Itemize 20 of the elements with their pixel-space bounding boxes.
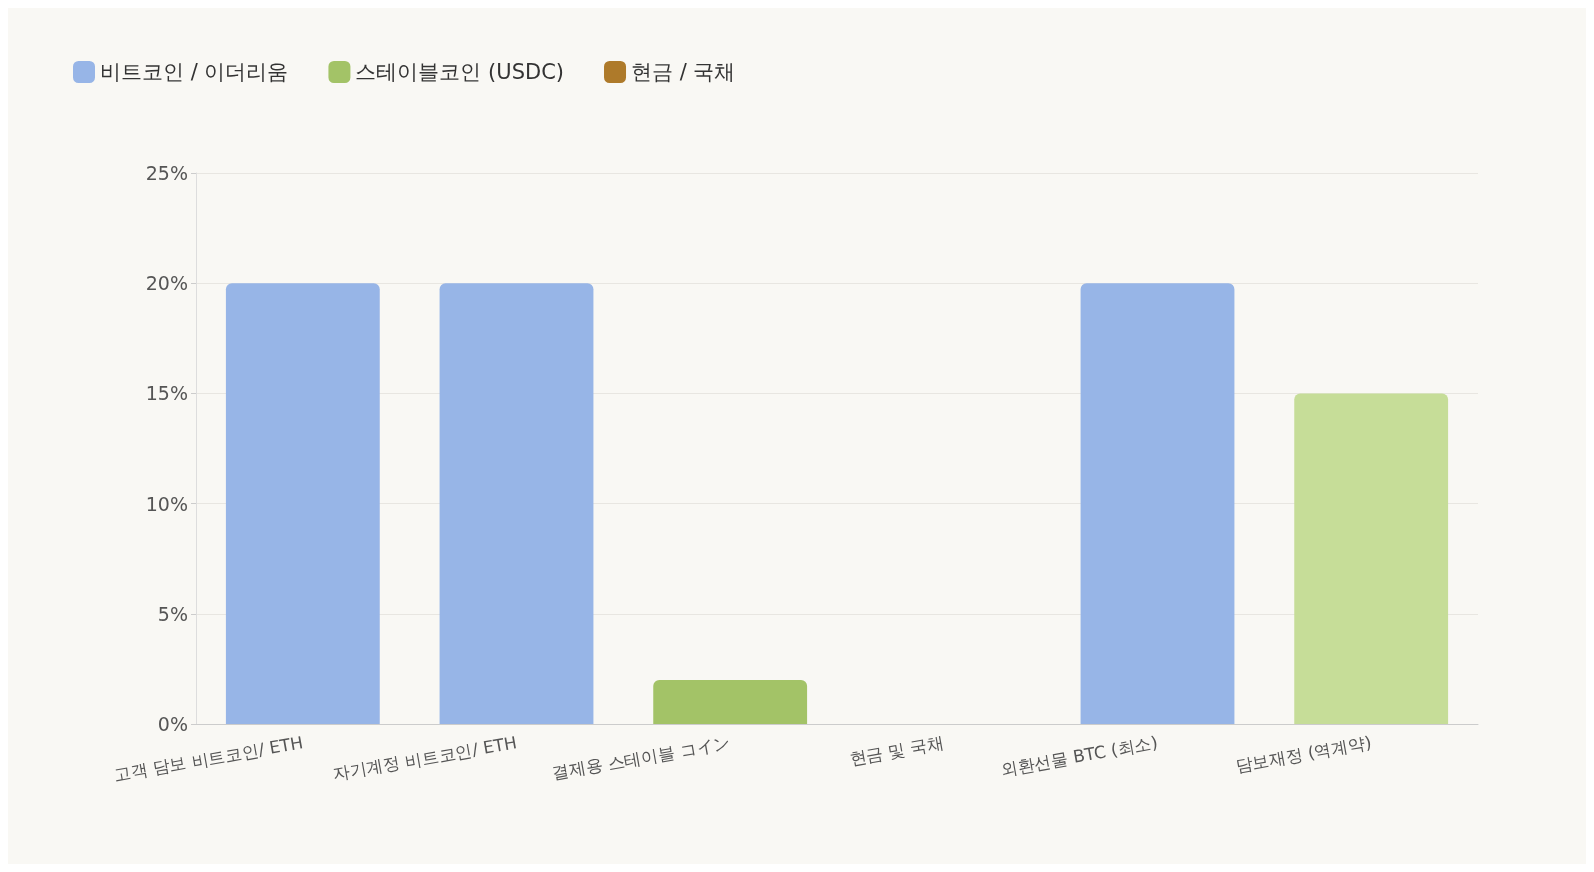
legend-label: 비트코인 / 이더리움 — [100, 60, 289, 84]
y-tick-label: 10% — [145, 492, 188, 515]
y-tick-label: 25% — [145, 162, 188, 184]
x-tick-label: 담보재정 (역계약) — [1233, 732, 1373, 776]
x-tick-label: 자기계정 비트코인/ ETH — [331, 732, 519, 785]
y-tick-label: 0% — [157, 713, 188, 735]
legend-label: 스테이블코인 (USDC) — [355, 60, 565, 84]
bar — [1294, 393, 1449, 724]
bar — [225, 283, 380, 724]
y-tick-label: 5% — [157, 602, 188, 625]
legend-label: 현금 / 국채 — [631, 60, 736, 84]
x-tick-label: 외환선물 BTC (최소) — [999, 732, 1160, 780]
y-tick-label: 20% — [145, 272, 188, 295]
y-tick-label: 15% — [145, 382, 188, 405]
x-tick-label: 고객 담보 비트코인/ ETH — [112, 732, 305, 786]
bar — [439, 283, 594, 724]
x-tick-label: 결제용 스테이블 コイン — [550, 732, 732, 784]
bar — [1080, 283, 1235, 724]
x-tick-label: 현금 및 국채 — [847, 732, 946, 769]
bar — [653, 679, 808, 724]
